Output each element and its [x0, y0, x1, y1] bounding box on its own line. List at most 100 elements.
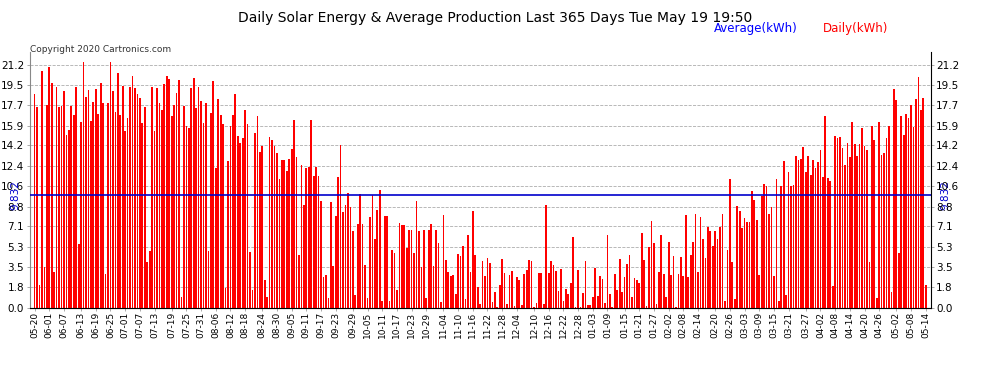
Bar — [780, 186, 782, 308]
Bar — [743, 218, 745, 308]
Bar — [541, 273, 543, 308]
Bar — [722, 214, 724, 308]
Bar — [286, 171, 288, 308]
Bar — [396, 290, 398, 308]
Bar — [795, 156, 797, 308]
Bar — [469, 272, 471, 308]
Bar — [278, 179, 280, 308]
Bar — [474, 255, 476, 308]
Bar — [663, 274, 664, 308]
Bar — [208, 251, 209, 308]
Bar — [102, 103, 104, 308]
Bar — [629, 255, 631, 308]
Bar — [798, 160, 799, 308]
Bar — [697, 272, 699, 308]
Bar — [710, 231, 711, 308]
Bar — [50, 83, 52, 308]
Bar — [178, 81, 180, 308]
Bar — [817, 162, 819, 308]
Bar — [49, 67, 50, 308]
Bar — [670, 275, 672, 308]
Bar — [283, 160, 285, 308]
Bar — [729, 179, 731, 308]
Bar — [293, 120, 295, 308]
Bar — [472, 211, 473, 308]
Bar — [853, 144, 855, 308]
Bar — [560, 269, 561, 308]
Bar — [436, 230, 437, 308]
Bar — [352, 231, 353, 308]
Bar — [655, 304, 657, 307]
Bar — [68, 130, 69, 308]
Bar — [672, 256, 674, 307]
Bar — [886, 138, 887, 308]
Bar — [58, 106, 60, 308]
Bar — [849, 158, 850, 308]
Bar — [803, 147, 804, 308]
Bar — [900, 116, 902, 308]
Bar — [441, 303, 442, 307]
Bar — [594, 268, 596, 308]
Bar — [63, 91, 64, 308]
Bar — [73, 115, 74, 308]
Bar — [878, 122, 880, 308]
Bar — [80, 122, 82, 308]
Bar — [695, 214, 696, 308]
Bar — [421, 267, 423, 308]
Bar — [634, 278, 636, 308]
Bar — [658, 272, 659, 308]
Bar — [739, 211, 741, 308]
Bar — [668, 242, 669, 308]
Bar — [168, 79, 170, 308]
Bar — [249, 252, 250, 308]
Bar — [734, 299, 736, 307]
Bar — [891, 292, 892, 308]
Bar — [719, 227, 721, 308]
Bar — [827, 178, 829, 308]
Bar — [491, 302, 493, 307]
Bar — [306, 168, 307, 308]
Bar — [343, 212, 344, 308]
Bar — [416, 201, 418, 308]
Bar — [825, 116, 827, 308]
Bar — [376, 210, 378, 308]
Bar — [732, 262, 734, 308]
Bar — [144, 108, 146, 307]
Bar — [768, 214, 770, 308]
Bar — [835, 136, 836, 308]
Bar — [464, 299, 466, 307]
Bar — [125, 131, 126, 308]
Bar — [333, 266, 334, 308]
Text: Average(kWh): Average(kWh) — [715, 22, 798, 35]
Bar — [724, 301, 726, 307]
Bar — [198, 87, 199, 308]
Bar — [242, 138, 244, 308]
Bar — [820, 150, 822, 308]
Bar — [815, 168, 817, 308]
Bar — [562, 300, 564, 307]
Bar — [318, 176, 320, 308]
Bar — [641, 232, 643, 308]
Bar — [557, 291, 559, 308]
Bar — [107, 103, 109, 308]
Bar — [570, 283, 571, 308]
Bar — [180, 297, 182, 307]
Bar — [565, 290, 566, 308]
Bar — [920, 110, 922, 308]
Bar — [443, 215, 445, 308]
Bar — [115, 112, 116, 308]
Bar — [665, 297, 667, 307]
Bar — [873, 140, 875, 308]
Bar — [715, 231, 716, 308]
Bar — [487, 258, 488, 307]
Bar — [692, 242, 694, 308]
Bar — [846, 143, 848, 308]
Bar — [151, 87, 153, 308]
Bar — [462, 246, 464, 308]
Bar — [534, 307, 535, 308]
Bar — [524, 274, 525, 308]
Bar — [406, 248, 408, 308]
Bar — [477, 286, 478, 308]
Bar — [748, 222, 750, 308]
Bar — [506, 304, 508, 307]
